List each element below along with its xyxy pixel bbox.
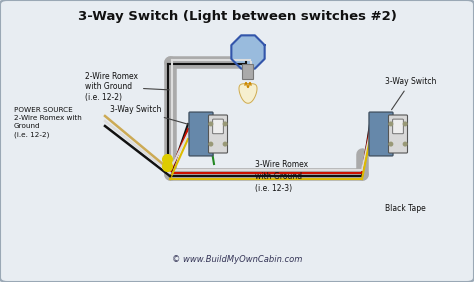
- Circle shape: [389, 122, 392, 126]
- FancyBboxPatch shape: [369, 112, 393, 156]
- Text: 2-Wire Romex
with Ground
(i.e. 12-2): 2-Wire Romex with Ground (i.e. 12-2): [85, 72, 169, 102]
- Text: 3-Way Switch: 3-Way Switch: [385, 77, 437, 110]
- Circle shape: [223, 122, 227, 126]
- Polygon shape: [239, 84, 257, 103]
- Circle shape: [209, 122, 213, 126]
- Circle shape: [209, 142, 213, 146]
- Text: Black Tape: Black Tape: [385, 204, 426, 213]
- FancyBboxPatch shape: [393, 119, 403, 134]
- Polygon shape: [231, 35, 264, 69]
- Circle shape: [223, 142, 227, 146]
- Text: © www.BuildMyOwnCabin.com: © www.BuildMyOwnCabin.com: [172, 255, 302, 264]
- Text: POWER SOURCE
2-Wire Romex with
Ground
(i.e. 12-2): POWER SOURCE 2-Wire Romex with Ground (i…: [14, 107, 82, 138]
- Text: 3-Way Switch (Light between switches #2): 3-Way Switch (Light between switches #2): [78, 10, 396, 23]
- Circle shape: [403, 142, 407, 146]
- FancyBboxPatch shape: [389, 115, 408, 153]
- Text: 3-Way Switch: 3-Way Switch: [110, 105, 202, 128]
- FancyBboxPatch shape: [209, 115, 228, 153]
- Circle shape: [389, 142, 392, 146]
- FancyBboxPatch shape: [243, 65, 254, 80]
- Circle shape: [403, 122, 407, 126]
- Text: 3-Wire Romex
with Ground
(i.e. 12-3): 3-Wire Romex with Ground (i.e. 12-3): [255, 160, 308, 193]
- FancyBboxPatch shape: [213, 119, 223, 134]
- FancyBboxPatch shape: [189, 112, 213, 156]
